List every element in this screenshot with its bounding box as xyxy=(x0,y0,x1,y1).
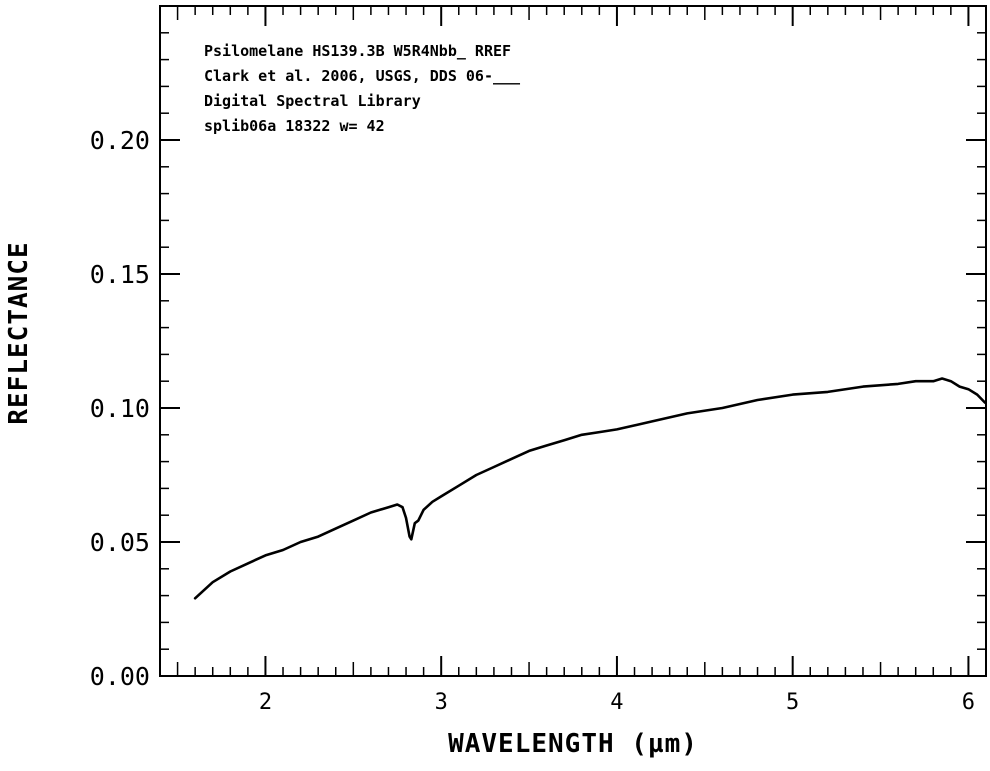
annotation-line: Digital Spectral Library xyxy=(204,92,421,110)
x-ticks: 2 3 4 5 6 xyxy=(176,6,987,715)
y-ticks: 0.00 0.05 0.10 0.15 0.20 xyxy=(90,32,986,691)
x-tick-label: 5 xyxy=(786,690,799,715)
annotation-line: splib06a 18322 w= 42 xyxy=(204,117,385,135)
x-axis-title: WAVELENGTH (µm) xyxy=(448,729,698,759)
x-tick-label: 4 xyxy=(610,690,623,715)
x-tick-label: 2 xyxy=(259,690,272,715)
annotation-line: Clark et al. 2006, USGS, DDS 06-___ xyxy=(204,67,521,85)
x-tick-label: 6 xyxy=(962,690,975,715)
annotation-line: Psilomelane HS139.3B W5R4Nbb_ RREF xyxy=(204,42,511,60)
y-tick-label: 0.05 xyxy=(90,528,150,557)
x-tick-label: 3 xyxy=(435,690,448,715)
y-tick-label: 0.20 xyxy=(90,126,150,155)
plot-frame xyxy=(159,5,987,677)
y-tick-label: 0.00 xyxy=(90,662,150,691)
annotation-block: Psilomelane HS139.3B W5R4Nbb_ RREF Clark … xyxy=(204,42,521,135)
y-tick-label: 0.15 xyxy=(90,260,150,289)
series-line-reflectance xyxy=(193,377,987,600)
y-axis-title: REFLECTANCE xyxy=(4,241,34,424)
y-tick-label: 0.10 xyxy=(90,394,150,423)
